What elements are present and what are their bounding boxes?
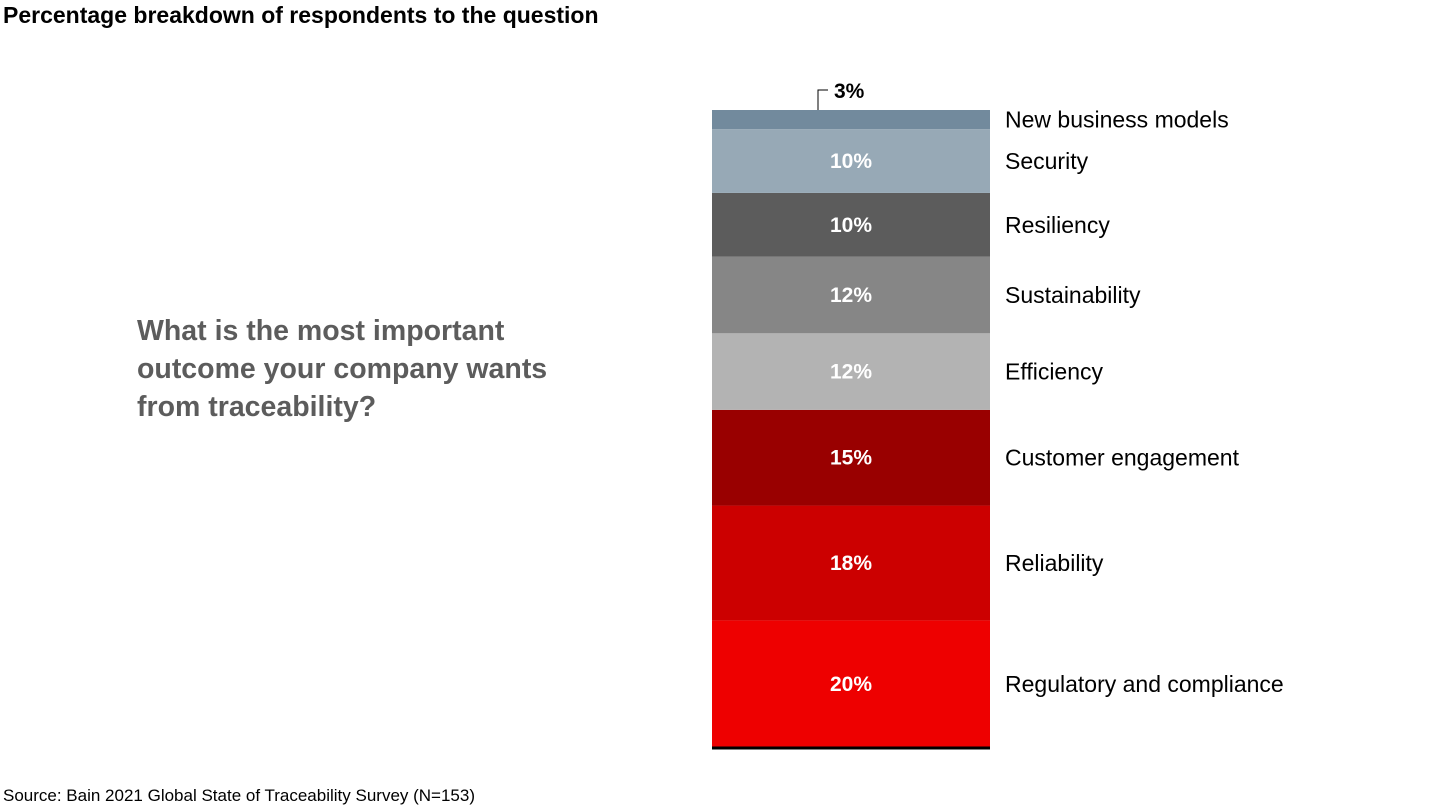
data-label-resiliency: 10% [830, 214, 872, 237]
data-label-security: 10% [830, 150, 872, 173]
bar-segment-security [712, 129, 990, 193]
bar-segment-reliability [712, 505, 990, 621]
bar-segment-efficiency [712, 333, 990, 410]
category-label-regulatory-and-compliance: Regulatory and compliance [1005, 671, 1284, 697]
bar-segment-new-business-models [712, 110, 990, 130]
category-label-resiliency: Resiliency [1005, 212, 1110, 238]
source-note: Source: Bain 2021 Global State of Tracea… [3, 786, 476, 805]
survey-question: What is the most important outcome your … [137, 315, 548, 423]
data-label-new-business-models: 3% [834, 80, 865, 103]
data-label-customer-engagement: 15% [830, 447, 872, 470]
data-label-reliability: 18% [830, 552, 872, 575]
category-label-customer-engagement: Customer engagement [1005, 445, 1240, 471]
bar-segment-sustainability [712, 256, 990, 334]
bar-segment-regulatory-and-compliance [712, 620, 990, 748]
data-label-regulatory-and-compliance: 20% [830, 673, 872, 696]
category-label-efficiency: Efficiency [1005, 359, 1104, 385]
chart-title: Percentage breakdown of respondents to t… [3, 2, 599, 28]
bar-segment-resiliency [712, 192, 990, 257]
category-label-reliability: Reliability [1005, 550, 1104, 576]
category-label-security: Security [1005, 148, 1089, 174]
data-label-sustainability: 12% [830, 284, 872, 307]
category-label-new-business-models: New business models [1005, 107, 1229, 133]
bar-segment-customer-engagement [712, 409, 990, 506]
data-label-efficiency: 12% [830, 361, 872, 384]
category-label-sustainability: Sustainability [1005, 282, 1141, 308]
leader-line-new-business-models [817, 89, 828, 110]
